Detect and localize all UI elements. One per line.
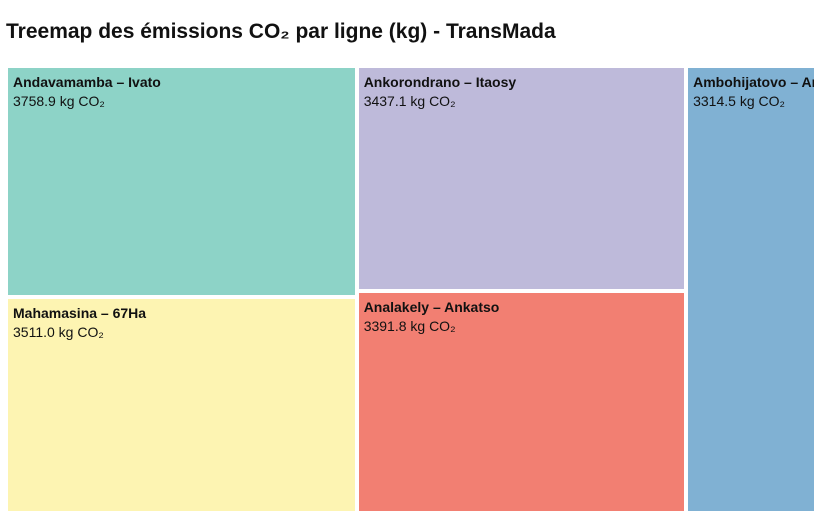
treemap-area: Andavamamba – Ivato 3758.9 kg CO₂ Mahama… [6, 66, 814, 513]
tile-value: 3437.1 kg CO₂ [363, 93, 456, 109]
tile-value: 3758.9 kg CO₂ [13, 93, 105, 109]
chart-title: Treemap des émissions CO₂ par ligne (kg)… [6, 20, 556, 43]
tile-value: 3314.5 kg CO₂ [693, 93, 785, 109]
tile-ambohijatovo-anosibe[interactable]: Ambohijatovo – Anosibe 3314.5 kg CO₂ [686, 66, 814, 513]
tile-value: 3391.8 kg CO₂ [363, 317, 456, 334]
tile-label: Ambohijatovo – Anosibe [693, 74, 814, 90]
tile-analakely-ankatso[interactable]: Analakely – Ankatso 3391.8 kg CO₂ [356, 290, 687, 513]
tile-andavamamba-ivato[interactable]: Andavamamba – Ivato 3758.9 kg CO₂ [6, 66, 357, 298]
tile-value: 3511.0 kg CO₂ [13, 324, 104, 341]
tile-mahamasina-67ha[interactable]: Mahamasina – 67Ha 3511.0 kg CO₂ [6, 297, 357, 513]
tile-label: Mahamasina – 67Ha [13, 305, 147, 322]
tile-label: Andavamamba – Ivato [13, 74, 161, 90]
tile-label: Ankorondrano – Itaosy [363, 74, 517, 90]
tile-ankorondrano-itaosy[interactable]: Ankorondrano – Itaosy 3437.1 kg CO₂ [356, 66, 687, 291]
tile-label: Analakely – Ankatso [363, 298, 500, 315]
